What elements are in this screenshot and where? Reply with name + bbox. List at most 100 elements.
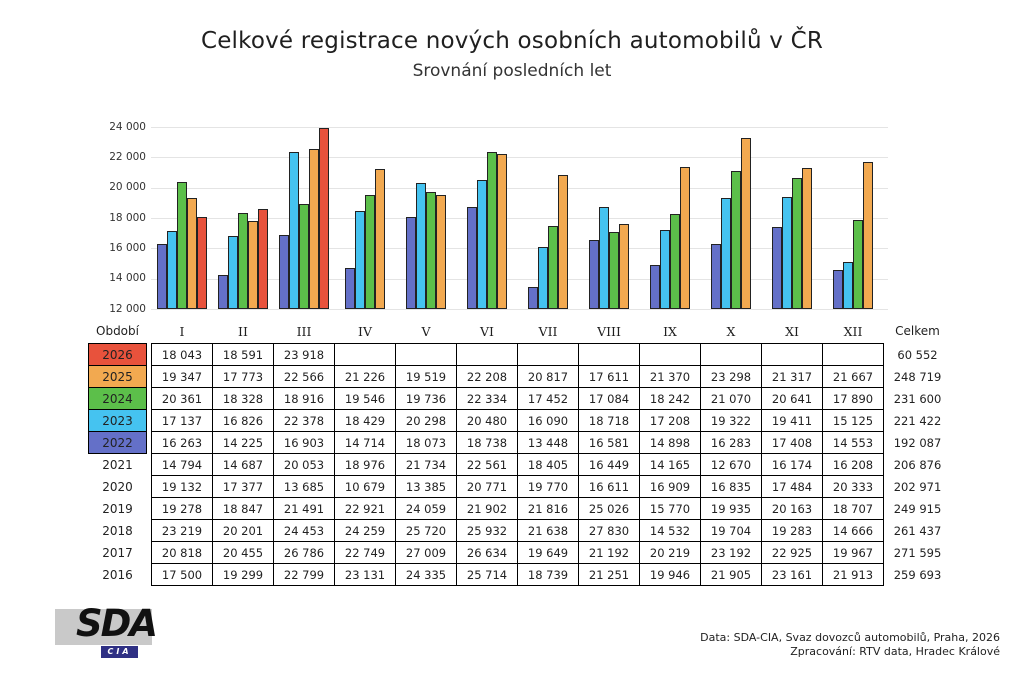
cell-2019-VI: 21 902 <box>456 497 518 520</box>
cell-2025-XI: 21 317 <box>761 365 823 388</box>
cell-2020-XI: 17 484 <box>761 475 823 498</box>
bar-2023-VI <box>476 180 487 309</box>
cell-2021-X: 12 670 <box>700 453 762 476</box>
bar-2022-IX <box>649 265 660 309</box>
cell-2021-II: 14 687 <box>212 453 274 476</box>
year-label-2021: 2021 <box>102 457 133 472</box>
cell-2025-I: 19 347 <box>151 365 213 388</box>
bar-2022-VI <box>466 207 477 309</box>
bar-2022-XII <box>832 270 843 309</box>
month-group-IX <box>639 127 700 309</box>
cell-2024-XII: 17 890 <box>822 387 884 410</box>
cell-2022-VIII: 16 581 <box>578 431 640 454</box>
cell-2026-IX <box>639 343 701 366</box>
bar-2022-X <box>710 244 721 309</box>
cell-2023-III: 22 378 <box>273 409 335 432</box>
cell-2022-VI: 18 738 <box>456 431 518 454</box>
cell-2026-I: 18 043 <box>151 343 213 366</box>
cell-2022-I: 16 263 <box>151 431 213 454</box>
total-2024: 231 600 <box>893 391 942 406</box>
cell-2022-XI: 17 408 <box>761 431 823 454</box>
cell-2016-XII: 21 913 <box>822 563 884 586</box>
cell-2017-XII: 19 967 <box>822 541 884 564</box>
cell-2019-I: 19 278 <box>151 497 213 520</box>
month-header-IV: IV <box>358 323 372 339</box>
bar-2026-II <box>257 209 268 309</box>
bar-2025-III <box>308 149 319 309</box>
cell-2018-IV: 24 259 <box>334 519 396 542</box>
cell-2018-XI: 19 283 <box>761 519 823 542</box>
bar-2023-V <box>415 183 426 309</box>
total-2025: 248 719 <box>893 369 942 384</box>
bar-2025-XI <box>801 168 812 309</box>
bar-2025-II <box>247 221 258 309</box>
cell-2019-II: 18 847 <box>212 497 274 520</box>
bar-2022-IV <box>344 268 355 309</box>
cell-2018-II: 20 201 <box>212 519 274 542</box>
cell-2018-IX: 14 532 <box>639 519 701 542</box>
cell-2026-VIII <box>578 343 640 366</box>
month-group-III <box>273 127 334 309</box>
cell-2019-IV: 22 921 <box>334 497 396 520</box>
total-2020: 202 971 <box>893 479 942 494</box>
bar-2022-III <box>278 235 289 309</box>
cell-2016-IV: 23 131 <box>334 563 396 586</box>
cell-2021-XII: 16 208 <box>822 453 884 476</box>
cell-2026-V <box>395 343 457 366</box>
y-tick-label: 18 000 <box>109 211 146 224</box>
bar-2024-XI <box>791 178 802 309</box>
cell-2021-XI: 16 174 <box>761 453 823 476</box>
cell-2019-IX: 15 770 <box>639 497 701 520</box>
cell-2026-XII <box>822 343 884 366</box>
cell-2017-IX: 20 219 <box>639 541 701 564</box>
month-group-X <box>700 127 761 309</box>
cell-2017-III: 26 786 <box>273 541 335 564</box>
month-group-XII <box>822 127 883 309</box>
bar-2023-IX <box>659 230 670 309</box>
bar-2022-I <box>156 244 167 309</box>
cell-2025-III: 22 566 <box>273 365 335 388</box>
y-tick-label: 20 000 <box>109 181 146 194</box>
year-label-2024: 2024 <box>88 387 147 410</box>
bar-2022-VII <box>527 287 538 309</box>
total-2021: 206 876 <box>893 457 942 472</box>
cell-2025-VI: 22 208 <box>456 365 518 388</box>
bar-2023-XI <box>781 197 792 309</box>
month-header-XII: XII <box>843 323 863 339</box>
cell-2023-II: 16 826 <box>212 409 274 432</box>
table-row-2019: 2019 19 278 18 847 21 491 22 921 24 059 21 902… <box>89 497 947 520</box>
year-label-2026: 2026 <box>88 343 147 366</box>
bar-2023-II <box>227 236 238 309</box>
cell-2018-VI: 25 932 <box>456 519 518 542</box>
cell-2025-X: 23 298 <box>700 365 762 388</box>
bar-2024-II <box>237 213 248 309</box>
cell-2023-XI: 19 411 <box>761 409 823 432</box>
bar-2024-XII <box>852 220 863 309</box>
cell-2022-XII: 14 553 <box>822 431 884 454</box>
cell-2020-VIII: 16 611 <box>578 475 640 498</box>
cell-2024-VIII: 17 084 <box>578 387 640 410</box>
bar-2024-X <box>730 171 741 309</box>
cell-2023-I: 17 137 <box>151 409 213 432</box>
cell-2021-IX: 14 165 <box>639 453 701 476</box>
table-row-2020: 2020 19 132 17 377 13 685 10 679 13 385 20 771… <box>89 475 947 498</box>
bar-2023-X <box>720 198 731 309</box>
bar-2024-IX <box>669 214 680 309</box>
month-header-II: II <box>238 323 248 339</box>
page-subtitle: Srovnání posledních let <box>412 61 612 81</box>
bar-2025-I <box>186 198 197 309</box>
cell-2023-XII: 15 125 <box>822 409 884 432</box>
cell-2026-II: 18 591 <box>212 343 274 366</box>
sda-logo-background <box>55 609 152 645</box>
cell-2017-X: 23 192 <box>700 541 762 564</box>
cell-2017-I: 20 818 <box>151 541 213 564</box>
cell-2022-III: 16 903 <box>273 431 335 454</box>
registrations-table: Období I II III IV V VI VII VIII IX X XI XII Celkem 20… <box>88 319 947 586</box>
total-2016: 259 693 <box>893 567 942 582</box>
year-label-2025: 2025 <box>88 365 147 388</box>
cia-logo-text: CIA <box>101 646 138 658</box>
cell-2024-IX: 18 242 <box>639 387 701 410</box>
month-header-VI: VI <box>480 323 494 339</box>
bar-chart <box>151 127 888 310</box>
cell-2026-IV <box>334 343 396 366</box>
